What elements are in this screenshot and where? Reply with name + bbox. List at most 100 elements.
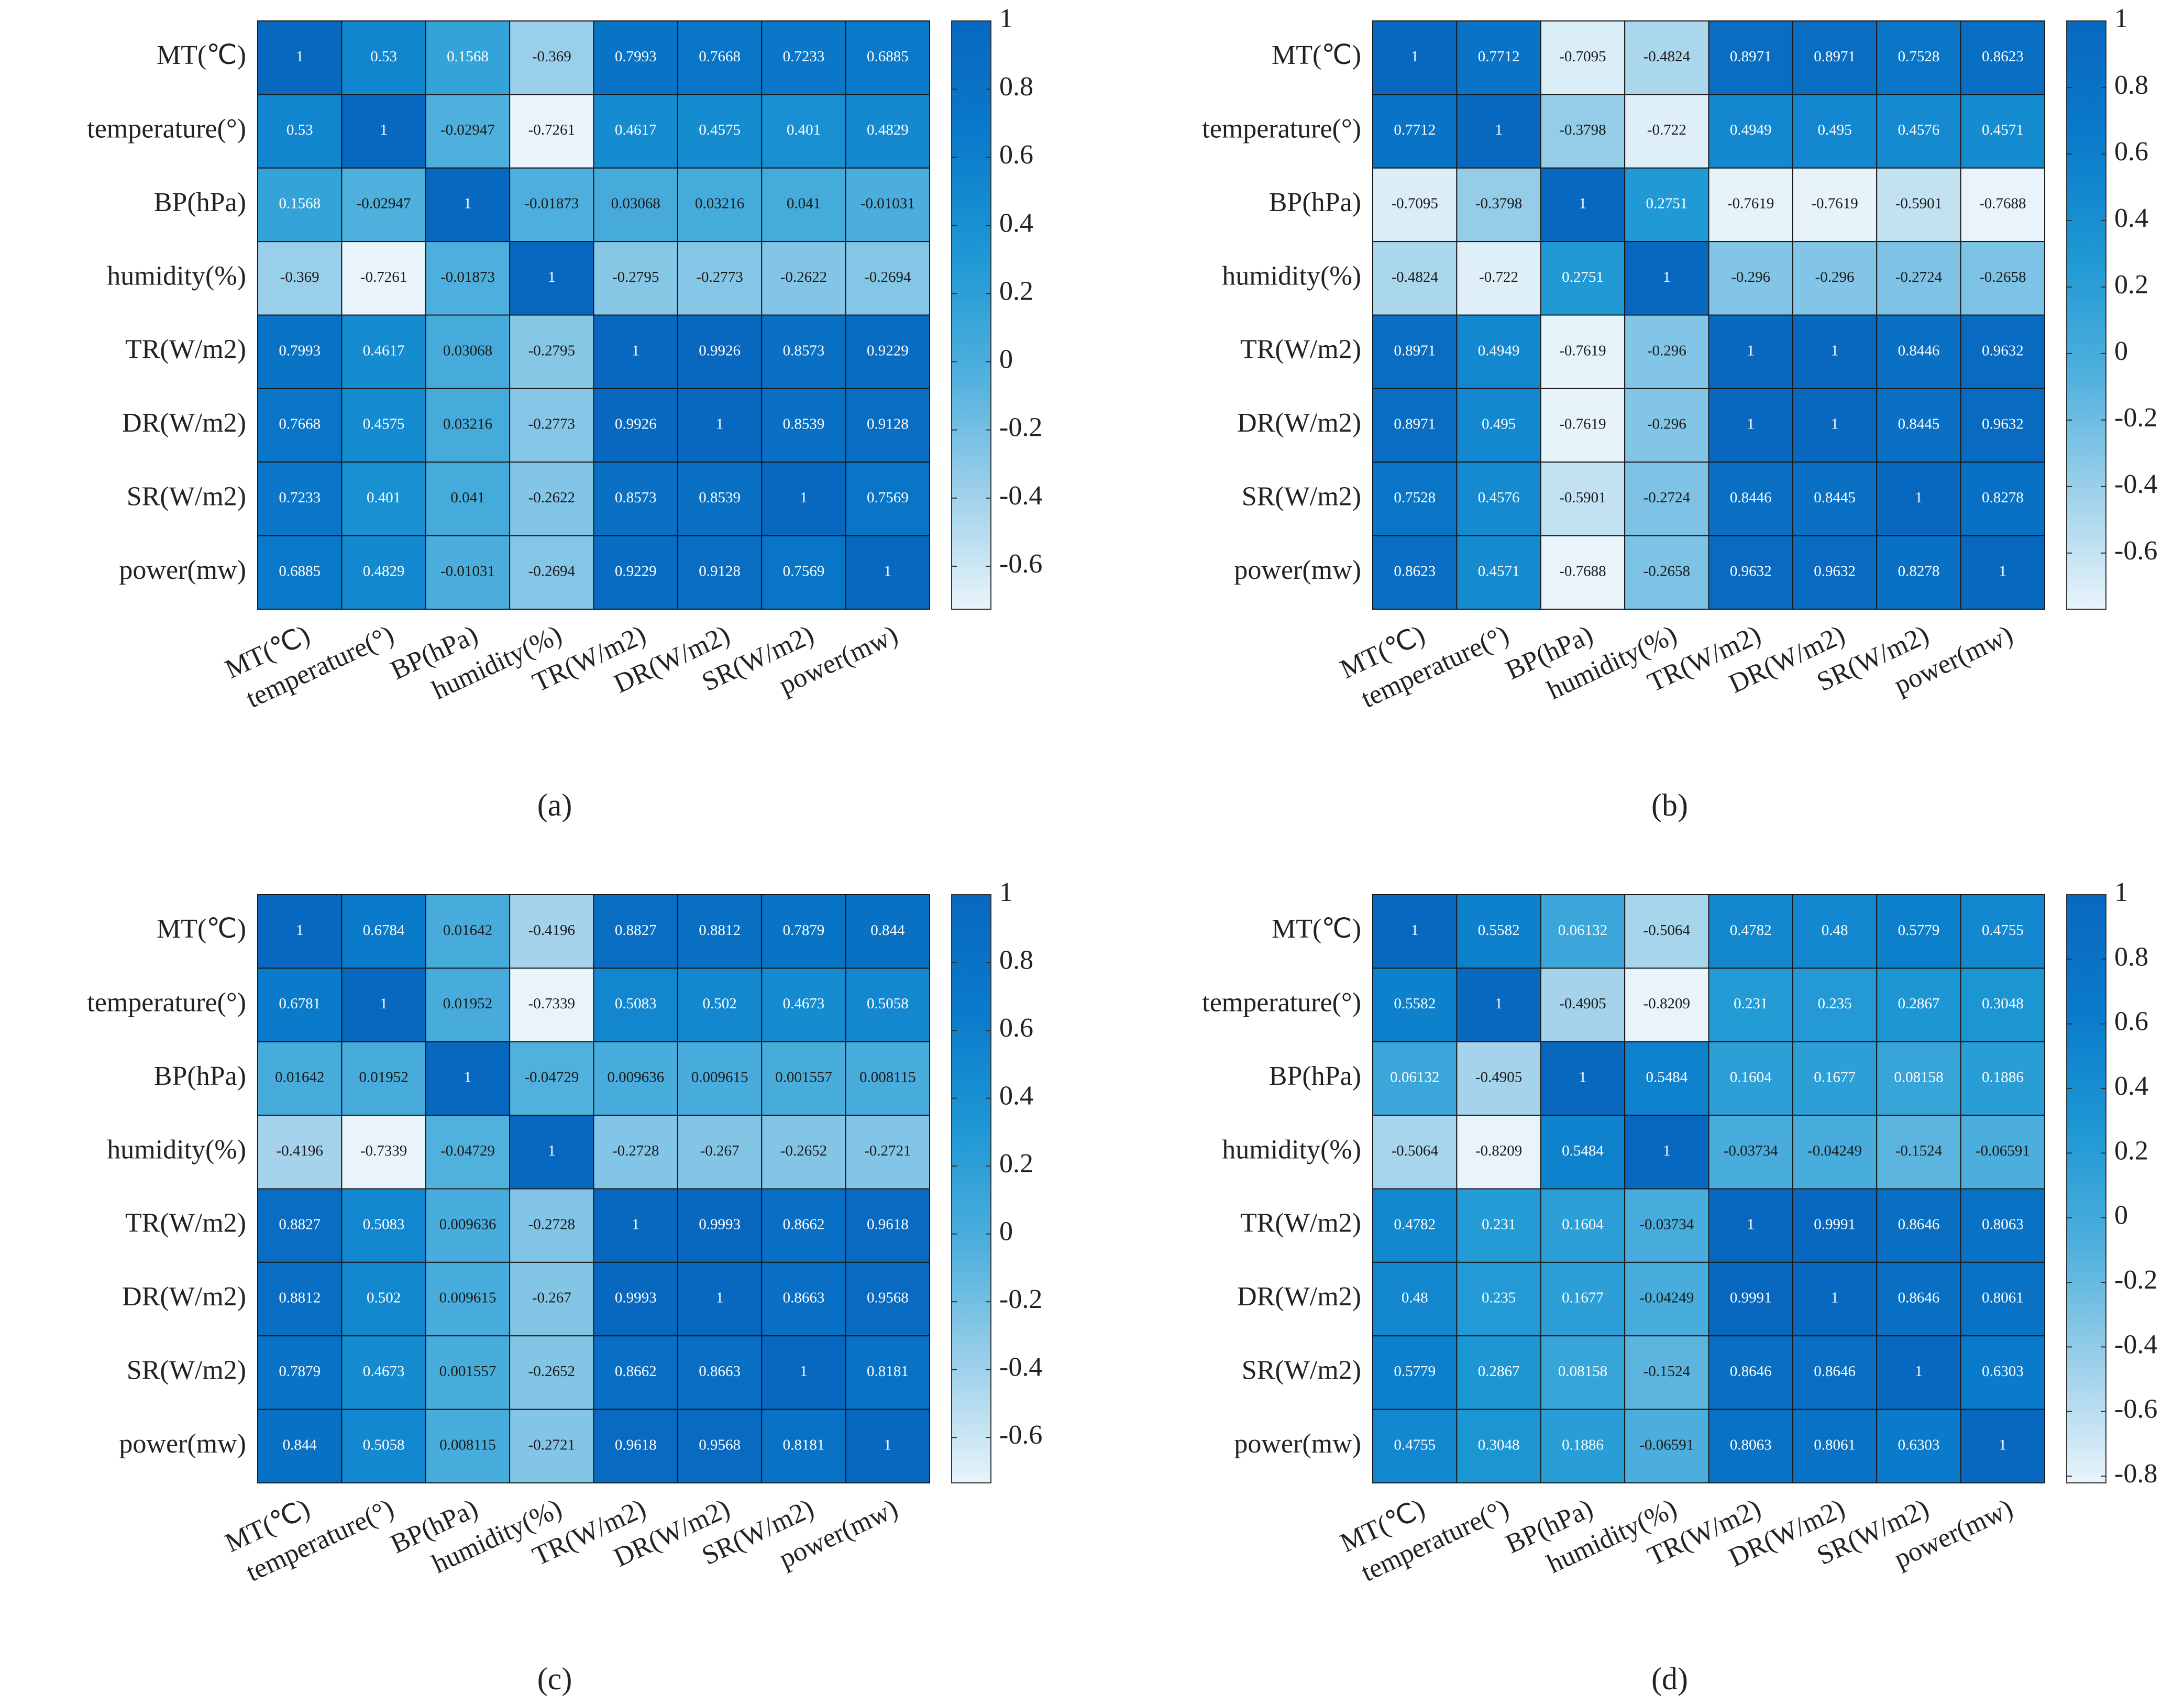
cell-label: 0.8663 — [699, 1363, 741, 1380]
cell-label: 0.1886 — [1982, 1069, 2024, 1086]
heatmap-cell — [761, 1188, 846, 1263]
heatmap-cell — [1708, 967, 1793, 1042]
heatmap-cell — [509, 1409, 594, 1483]
cell-label: 0.8646 — [1898, 1290, 1940, 1306]
heatmap-cell — [1540, 1188, 1626, 1263]
cell-label: 0.8445 — [1814, 489, 1856, 506]
heatmap-cell — [761, 1261, 846, 1337]
heatmap-cell — [1960, 20, 2045, 95]
heatmap-cell — [425, 1115, 511, 1190]
cell-label: 0.2867 — [1478, 1363, 1520, 1380]
cell-label: 0.5582 — [1394, 995, 1436, 1012]
heatmap-cell — [1960, 1335, 2045, 1410]
cell-label: 0.4949 — [1478, 342, 1520, 359]
cell-label: 1 — [296, 48, 304, 65]
cell-label: 1 — [716, 416, 724, 433]
heatmap-cell — [1876, 314, 1961, 389]
colorbar-tick-label: -0.2 — [2114, 403, 2157, 433]
heatmap-cell — [845, 20, 930, 95]
heatmap-cell — [845, 1335, 930, 1410]
heatmap-cell — [1624, 167, 1709, 243]
cell-label: -0.2795 — [612, 269, 659, 285]
heatmap-cell — [425, 20, 511, 95]
cell-label: 0.7569 — [867, 489, 909, 506]
y-tick-label: DR(W/m2) — [122, 408, 246, 438]
heatmap-cell — [509, 94, 594, 169]
heatmap-cell — [509, 967, 594, 1042]
y-tick-label: power(mw) — [119, 1429, 246, 1459]
cell-label: 1 — [380, 122, 388, 138]
cell-label: 0.401 — [367, 489, 401, 506]
heatmap-cell — [341, 461, 426, 536]
cell-label: 0.5779 — [1898, 922, 1940, 939]
cell-label: 0.8181 — [867, 1363, 909, 1380]
cell-label: 1 — [548, 269, 556, 285]
cell-label: 0.5083 — [363, 1216, 405, 1233]
heatmap-cell — [761, 314, 846, 389]
heatmap-cell — [1876, 1041, 1961, 1116]
cell-label: 0.8446 — [1730, 489, 1772, 506]
cell-label: 1 — [1495, 995, 1503, 1012]
cell-label: 0.3048 — [1478, 1436, 1520, 1453]
panel-caption: (a) — [537, 788, 572, 822]
cell-label: -0.2622 — [780, 269, 827, 285]
cell-label: 0.7233 — [279, 489, 321, 506]
heatmap-cell — [257, 241, 343, 316]
y-tick-label: power(mw) — [1234, 555, 1361, 585]
heatmap-cell — [425, 535, 511, 610]
heatmap-cell — [593, 94, 678, 169]
heatmap-cell — [677, 1115, 763, 1190]
heatmap-cell — [845, 535, 930, 610]
colorbar-tick-label: 0.2 — [999, 276, 1033, 306]
heatmap-cell — [761, 894, 846, 969]
cell-label: -0.02947 — [440, 122, 495, 138]
cell-label: -0.296 — [1647, 416, 1686, 433]
heatmap-cell — [341, 94, 426, 169]
cell-label: 0.4829 — [363, 563, 405, 579]
colorbar-tick-label: 0 — [999, 345, 1013, 375]
heatmap-cell — [1960, 1041, 2045, 1116]
colorbar-tick-label: 0.4 — [999, 1081, 1033, 1111]
heatmap-cell — [425, 388, 511, 463]
heatmap-cell — [593, 1261, 678, 1337]
heatmap-cell — [761, 967, 846, 1042]
cell-label: 0.6784 — [363, 922, 405, 939]
colorbar-tick-label: 0.2 — [999, 1149, 1033, 1179]
cell-label: 0.7668 — [699, 48, 741, 65]
cell-label: -0.296 — [1815, 269, 1855, 285]
cell-label: 0.03216 — [443, 416, 492, 433]
heatmap-cell — [677, 167, 763, 243]
cell-label: -0.03734 — [1639, 1216, 1694, 1233]
cell-label: -0.1524 — [1895, 1142, 1943, 1159]
cell-label: 0.235 — [1482, 1290, 1516, 1306]
heatmap-cell — [1792, 535, 1878, 610]
heatmap-cell — [1876, 894, 1961, 969]
cell-label: 1 — [1579, 1069, 1587, 1086]
cell-label: 0.502 — [702, 995, 736, 1012]
heatmap-panel: 1 0.5582 0.06132 -0.5064 0.4782 0.48 0.5779 0.4… — [1202, 877, 2157, 1696]
cell-label: 1 — [632, 342, 639, 359]
cell-label: 0.844 — [283, 1436, 317, 1453]
heatmap-cell — [1372, 1261, 1458, 1337]
heatmap-cell — [761, 461, 846, 536]
cell-label: 0.4576 — [1898, 122, 1940, 138]
heatmap-cell — [1540, 167, 1626, 243]
heatmap-cell — [1624, 314, 1709, 389]
colorbar-tick-label: -0.4 — [999, 1352, 1042, 1382]
cell-label: 0.4576 — [1478, 489, 1520, 506]
colorbar-tick-label: 0.8 — [2114, 70, 2148, 100]
cell-label: 0.4673 — [783, 995, 825, 1012]
heatmap-cell — [1708, 167, 1793, 243]
cell-label: 0.009636 — [439, 1216, 497, 1233]
heatmap-cell — [593, 894, 678, 969]
cell-label: 0.8646 — [1730, 1363, 1772, 1380]
cell-label: 0.5779 — [1394, 1363, 1436, 1380]
heatmap-cell — [1708, 1115, 1793, 1190]
cell-label: 0.5058 — [363, 1436, 405, 1453]
heatmap-cell — [593, 314, 678, 389]
heatmap-cell — [1540, 1041, 1626, 1116]
colorbar-tick-label: 0.6 — [2114, 1007, 2148, 1037]
cell-label: -0.7261 — [360, 269, 407, 285]
cell-label: 0.4829 — [867, 122, 909, 138]
heatmap-cell — [341, 967, 426, 1042]
